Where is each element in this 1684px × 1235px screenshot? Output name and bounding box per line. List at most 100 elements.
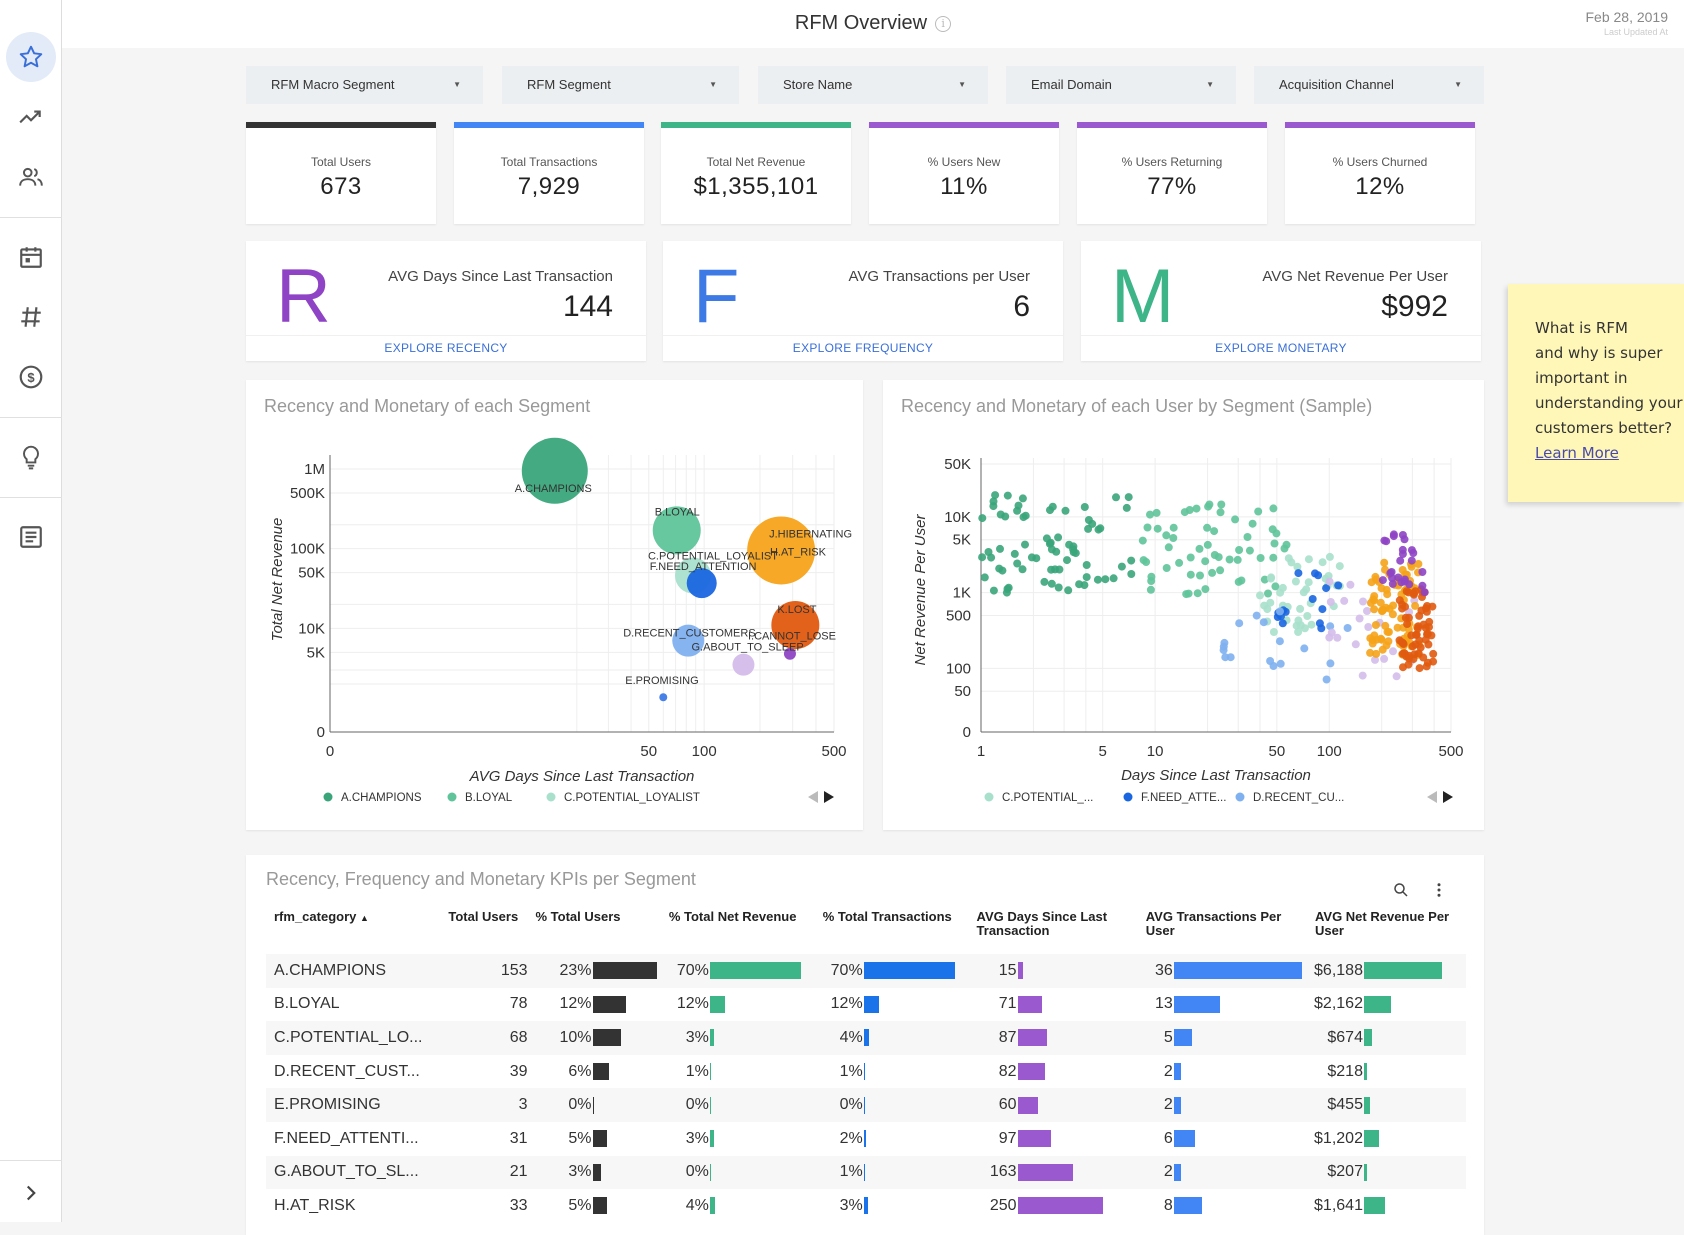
scatter-point[interactable] [1276, 588, 1285, 597]
scatter-point[interactable] [1398, 550, 1407, 558]
scatter-point[interactable] [1293, 562, 1302, 571]
scatter-point[interactable] [1186, 553, 1195, 562]
scatter-point[interactable] [1233, 555, 1242, 564]
scatter-point[interactable] [1237, 576, 1246, 585]
scatter-point[interactable] [1048, 502, 1057, 511]
nav-users[interactable] [6, 152, 56, 202]
scatter-point[interactable] [1377, 606, 1386, 615]
scatter-point[interactable] [1284, 554, 1293, 563]
scatter-point[interactable] [1378, 576, 1387, 585]
scatter-point[interactable] [1139, 556, 1148, 565]
scatter-point[interactable] [1428, 602, 1437, 611]
scatter-point[interactable] [1333, 633, 1342, 642]
scatter-point[interactable] [1266, 574, 1275, 583]
scatter-point[interactable] [1422, 604, 1430, 613]
scatter-point[interactable] [1054, 583, 1063, 592]
scatter-point[interactable] [1414, 560, 1423, 568]
scatter-point[interactable] [1003, 491, 1012, 500]
scatter-point[interactable] [1243, 533, 1252, 541]
scatter-point[interactable] [1278, 619, 1287, 628]
scatter-point[interactable] [1101, 575, 1110, 584]
scatter-point[interactable] [1051, 565, 1059, 574]
table-row[interactable]: D.RECENT_CUST... 39 6% 1% 1% 82 2 $218 [266, 1055, 1466, 1089]
table-row[interactable]: A.CHAMPIONS 153 23% 70% 70% 15 36 $6,188 [266, 954, 1466, 988]
scatter-point[interactable] [1260, 575, 1269, 584]
table-row[interactable]: E.PROMISING 3 0% 0% 0% 60 2 $455 [266, 1088, 1466, 1122]
nav-trends[interactable] [6, 92, 56, 142]
scatter-point[interactable] [1404, 660, 1413, 669]
bubble[interactable] [747, 516, 816, 585]
scatter-point[interactable] [1052, 547, 1061, 556]
scatter-point[interactable] [1291, 577, 1300, 586]
scatter-point[interactable] [1027, 553, 1036, 562]
col-header[interactable]: Total Users [448, 909, 519, 924]
scatter-point[interactable] [1061, 506, 1070, 515]
scatter-point[interactable] [1276, 607, 1284, 616]
scatter-point[interactable] [1407, 562, 1416, 571]
scatter-point[interactable] [1407, 556, 1416, 565]
scatter-point[interactable] [1392, 672, 1401, 681]
scatter-point[interactable] [1429, 649, 1438, 658]
scatter-point[interactable] [1235, 619, 1244, 628]
col-header[interactable]: % Total Net Revenue [668, 909, 797, 924]
scatter-point[interactable] [1169, 523, 1178, 532]
scatter-point[interactable] [1351, 640, 1360, 649]
filter-email-domain[interactable]: Email Domain ▼ [1006, 66, 1236, 104]
scatter-point[interactable] [980, 573, 989, 582]
scatter-point[interactable] [987, 553, 996, 562]
scatter-point[interactable] [1296, 604, 1305, 613]
scatter-point[interactable] [1275, 637, 1284, 646]
filter-rfm-macro-segment[interactable]: RFM Macro Segment ▼ [246, 66, 483, 104]
scatter-point[interactable] [1393, 623, 1402, 632]
scatter-point[interactable] [1269, 628, 1278, 636]
filter-rfm-segment[interactable]: RFM Segment ▼ [502, 66, 739, 104]
scatter-point[interactable] [1383, 627, 1392, 636]
explore-link[interactable]: EXPLORE MONETARY [1215, 341, 1347, 355]
scatter-point[interactable] [1326, 598, 1335, 606]
scatter-point[interactable] [1381, 621, 1390, 630]
scatter-point[interactable] [1418, 581, 1427, 590]
scatter-point[interactable] [1018, 565, 1027, 574]
scatter-point[interactable] [1221, 653, 1230, 662]
scatter-point[interactable] [1152, 508, 1161, 517]
scatter-point[interactable] [1413, 624, 1422, 633]
scatter-point[interactable] [1400, 577, 1409, 586]
explore-link[interactable]: EXPLORE RECENCY [384, 341, 508, 355]
scatter-point[interactable] [1054, 533, 1063, 542]
col-header[interactable]: rfm_category ▲ [274, 909, 369, 924]
scatter-point[interactable] [1235, 546, 1244, 554]
scatter-point[interactable] [1325, 577, 1334, 586]
bubble[interactable] [521, 437, 588, 504]
scatter-point[interactable] [1210, 551, 1219, 559]
bubble[interactable] [732, 653, 755, 676]
scatter-point[interactable] [1231, 515, 1240, 524]
scatter-point[interactable] [1088, 519, 1097, 528]
scatter-point[interactable] [1264, 589, 1272, 598]
scatter-point[interactable] [1201, 585, 1210, 594]
scatter-point[interactable] [1395, 596, 1404, 605]
scatter-point[interactable] [1219, 642, 1228, 651]
col-header[interactable]: % Total Users [535, 909, 621, 924]
scatter-point[interactable] [1180, 508, 1189, 517]
scatter-point[interactable] [1184, 589, 1193, 598]
scatter-point[interactable] [1203, 523, 1212, 532]
nav-star[interactable] [6, 32, 56, 82]
scatter-point[interactable] [1271, 582, 1280, 591]
scatter-point[interactable] [1378, 645, 1387, 654]
scatter-point[interactable] [1112, 493, 1120, 502]
scatter-point[interactable] [1248, 519, 1257, 528]
scatter-point[interactable] [1418, 568, 1427, 576]
scatter-point[interactable] [1380, 558, 1389, 567]
scatter-point[interactable] [1340, 596, 1349, 605]
scatter-point[interactable] [1276, 659, 1285, 668]
scatter-point[interactable] [1371, 655, 1379, 664]
scatter-point[interactable] [1093, 575, 1102, 584]
scatter-point[interactable] [1143, 523, 1152, 532]
scatter-point[interactable] [1208, 568, 1217, 577]
scatter-point[interactable] [1256, 554, 1265, 562]
scatter-point[interactable] [1018, 494, 1027, 503]
table-row[interactable]: F.NEED_ATTENTI... 31 5% 3% 2% 97 6 $1,20… [266, 1122, 1466, 1156]
scatter-point[interactable] [1216, 566, 1225, 575]
scatter-point[interactable] [1210, 527, 1219, 536]
scatter-point[interactable] [1040, 577, 1049, 586]
